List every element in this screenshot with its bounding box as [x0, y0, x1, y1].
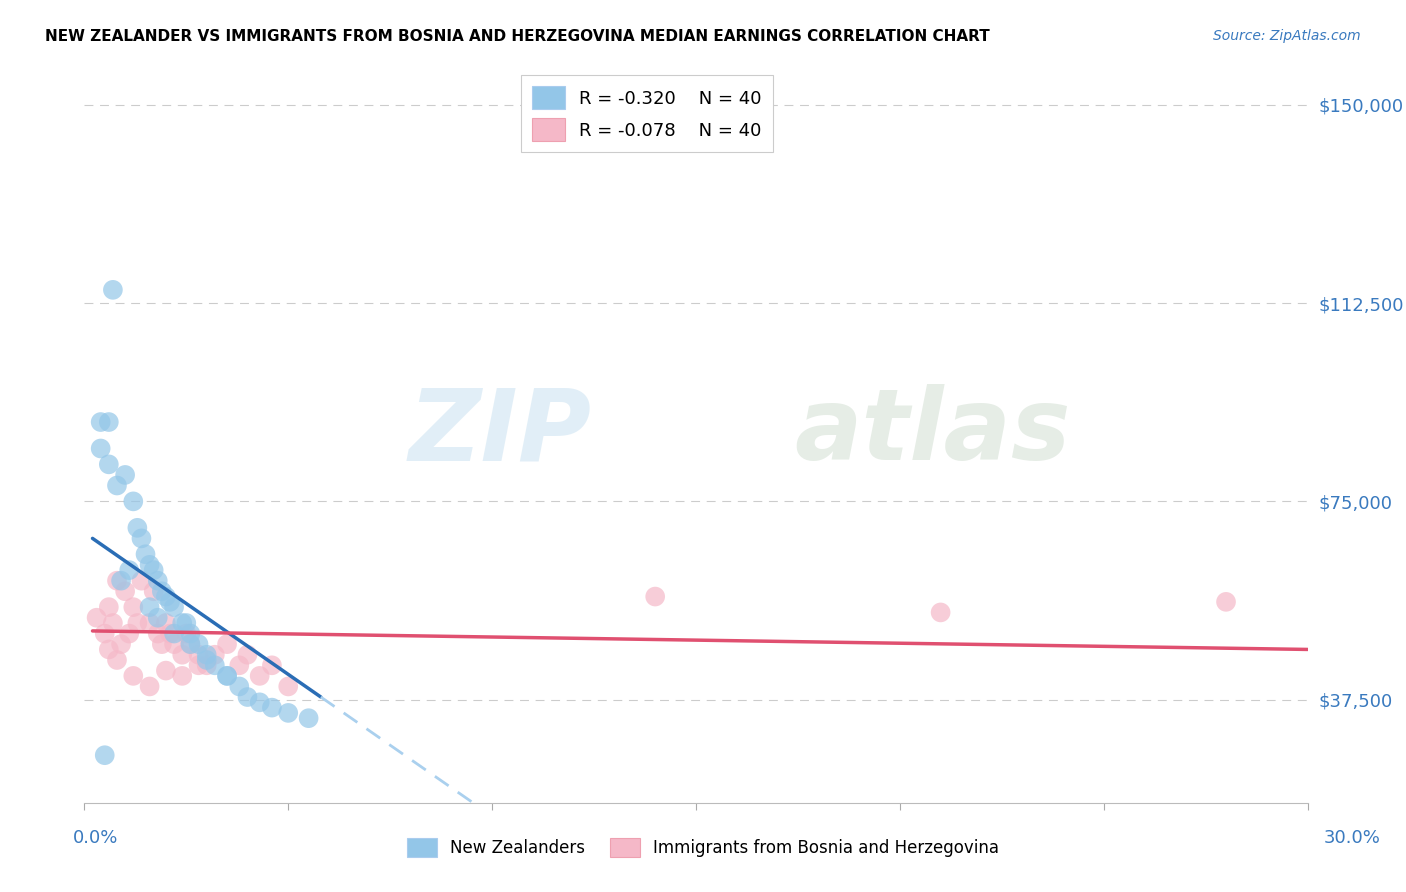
Point	[179, 626, 201, 640]
Point	[195, 658, 218, 673]
Point	[163, 637, 186, 651]
Point	[93, 626, 115, 640]
Point	[187, 648, 209, 662]
Point	[97, 600, 120, 615]
Point	[260, 700, 283, 714]
Point	[195, 653, 218, 667]
Point	[260, 658, 283, 673]
Point	[146, 574, 169, 588]
Text: 30.0%: 30.0%	[1324, 829, 1381, 847]
Point	[159, 595, 181, 609]
Point	[138, 615, 160, 630]
Point	[138, 558, 160, 572]
Point	[127, 521, 149, 535]
Point	[155, 590, 177, 604]
Point	[163, 626, 186, 640]
Point	[159, 626, 181, 640]
Point	[105, 653, 128, 667]
Point	[217, 669, 239, 683]
Point	[114, 467, 136, 482]
Point	[135, 547, 157, 561]
Point	[298, 711, 321, 725]
Point	[150, 584, 173, 599]
Legend: R = -0.320    N = 40, R = -0.078    N = 40: R = -0.320 N = 40, R = -0.078 N = 40	[522, 75, 772, 153]
Point	[138, 600, 160, 615]
Point	[195, 648, 218, 662]
Point	[172, 669, 194, 683]
Point	[277, 680, 299, 694]
Point	[142, 584, 165, 599]
Point	[204, 648, 226, 662]
Point	[122, 669, 145, 683]
Point	[236, 648, 259, 662]
Point	[174, 626, 197, 640]
Point	[122, 494, 145, 508]
Point	[179, 637, 201, 651]
Point	[155, 664, 177, 678]
Point	[142, 563, 165, 577]
Point	[228, 680, 250, 694]
Point	[204, 658, 226, 673]
Point	[105, 574, 128, 588]
Point	[172, 648, 194, 662]
Point	[187, 637, 209, 651]
Point	[118, 563, 141, 577]
Point	[174, 615, 197, 630]
Point	[122, 600, 145, 615]
Point	[249, 695, 271, 709]
Point	[90, 442, 112, 456]
Text: atlas: atlas	[794, 384, 1070, 481]
Text: ZIP: ZIP	[409, 384, 592, 481]
Point	[146, 610, 169, 624]
Point	[114, 584, 136, 599]
Point	[644, 590, 666, 604]
Point	[929, 606, 952, 620]
Point	[131, 574, 153, 588]
Point	[97, 415, 120, 429]
Point	[146, 626, 169, 640]
Point	[155, 615, 177, 630]
Point	[236, 690, 259, 704]
Point	[101, 283, 124, 297]
Point	[277, 706, 299, 720]
Point	[101, 615, 124, 630]
Point	[110, 637, 132, 651]
Point	[86, 610, 108, 624]
Point	[163, 600, 186, 615]
Point	[172, 615, 194, 630]
Point	[187, 658, 209, 673]
Point	[97, 642, 120, 657]
Text: Source: ZipAtlas.com: Source: ZipAtlas.com	[1213, 29, 1361, 43]
Point	[138, 680, 160, 694]
Point	[93, 748, 115, 763]
Point	[228, 658, 250, 673]
Point	[90, 415, 112, 429]
Point	[249, 669, 271, 683]
Point	[127, 615, 149, 630]
Point	[105, 478, 128, 492]
Point	[97, 458, 120, 472]
Point	[118, 626, 141, 640]
Legend: New Zealanders, Immigrants from Bosnia and Herzegovina: New Zealanders, Immigrants from Bosnia a…	[399, 831, 1007, 864]
Text: NEW ZEALANDER VS IMMIGRANTS FROM BOSNIA AND HERZEGOVINA MEDIAN EARNINGS CORRELAT: NEW ZEALANDER VS IMMIGRANTS FROM BOSNIA …	[45, 29, 990, 44]
Text: 0.0%: 0.0%	[73, 829, 118, 847]
Point	[217, 637, 239, 651]
Point	[217, 669, 239, 683]
Point	[131, 532, 153, 546]
Point	[1215, 595, 1237, 609]
Point	[110, 574, 132, 588]
Point	[179, 637, 201, 651]
Point	[150, 637, 173, 651]
